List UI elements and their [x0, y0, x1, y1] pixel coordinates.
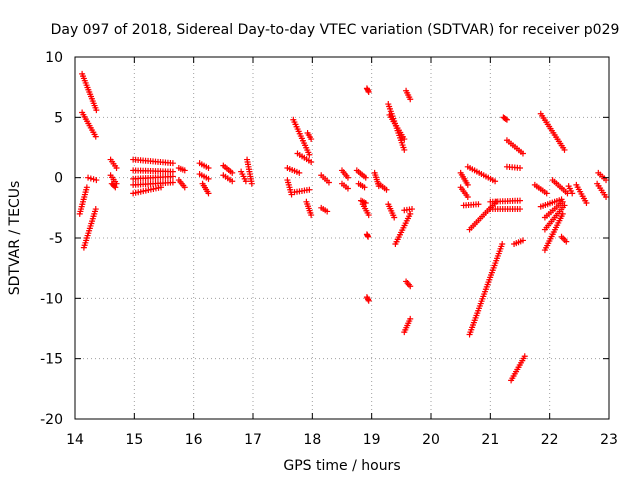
x-tick-label: 15	[125, 432, 143, 448]
data-point	[169, 160, 176, 167]
data-point	[521, 353, 528, 360]
data-point	[344, 185, 351, 192]
data-point	[112, 184, 119, 191]
data-point	[391, 214, 398, 221]
data-point	[296, 169, 303, 176]
data-point	[205, 165, 212, 172]
data-point	[492, 178, 499, 185]
data-point	[401, 136, 408, 143]
data-point	[407, 283, 414, 290]
data-point	[559, 210, 566, 217]
data-point	[365, 297, 372, 304]
data-point	[563, 238, 570, 245]
x-tick-label: 20	[422, 432, 440, 448]
data-point	[464, 193, 471, 200]
data-point	[229, 178, 236, 185]
data-point	[308, 158, 315, 165]
y-tick-label: 10	[45, 50, 63, 66]
data-point	[158, 184, 165, 191]
data-point	[464, 181, 471, 188]
data-point	[561, 146, 568, 153]
data-point	[517, 197, 523, 204]
data-point	[93, 177, 100, 184]
y-tick-label: 0	[54, 171, 63, 187]
data-point	[517, 165, 523, 172]
data-point	[519, 237, 526, 244]
data-point	[365, 212, 372, 219]
data-point	[503, 116, 510, 123]
data-points	[76, 70, 610, 384]
data-point	[519, 150, 526, 157]
data-point	[407, 210, 414, 217]
data-point	[559, 198, 566, 205]
data-point	[569, 190, 576, 197]
data-point	[475, 201, 482, 208]
x-tick-label: 16	[185, 432, 203, 448]
y-tick-label: -20	[40, 412, 63, 428]
data-point	[362, 174, 369, 181]
x-tick-label: 14	[66, 432, 84, 448]
y-tick-label: -15	[40, 352, 63, 368]
data-point	[502, 115, 509, 122]
data-point	[344, 174, 351, 181]
x-tick-label: 23	[600, 432, 618, 448]
axes: 14 15 16 17 18 19 20 21 22 23 10 5 0 -5 -10 -15 -20	[40, 50, 618, 448]
x-tick-label: 19	[363, 432, 381, 448]
data-point	[409, 206, 416, 213]
data-point	[92, 206, 99, 213]
x-tick-label: 22	[541, 432, 559, 448]
chart-title: Day 097 of 2018, Sidereal Day-to-day VTE…	[51, 22, 620, 38]
data-point	[324, 208, 331, 215]
y-tick-label: 5	[54, 110, 63, 126]
data-point	[603, 193, 610, 200]
data-point	[113, 165, 120, 172]
x-tick-label: 17	[244, 432, 262, 448]
y-axis-label: SDTVAR / TECUs	[7, 181, 23, 296]
data-point	[111, 183, 118, 190]
y-tick-label: -10	[40, 291, 63, 307]
data-point	[583, 200, 590, 207]
data-point	[242, 178, 249, 185]
data-point	[85, 174, 92, 181]
data-point	[325, 179, 332, 186]
data-point	[205, 175, 212, 182]
data-point	[407, 315, 414, 322]
data-point	[365, 88, 372, 95]
x-axis-label: GPS time / hours	[283, 458, 400, 474]
data-point	[169, 179, 176, 186]
data-point	[83, 184, 90, 191]
data-point	[362, 200, 369, 207]
data-point	[365, 233, 372, 240]
data-point	[169, 173, 176, 180]
data-point	[229, 169, 236, 176]
data-point	[248, 180, 255, 187]
data-point	[401, 146, 408, 153]
x-tick-label: 21	[481, 432, 499, 448]
data-point	[517, 206, 523, 213]
data-point	[561, 202, 568, 209]
data-point	[308, 212, 315, 219]
data-point	[383, 186, 390, 193]
data-point	[407, 96, 414, 103]
data-point	[205, 190, 212, 197]
data-point	[499, 241, 506, 248]
data-point	[93, 107, 100, 114]
y-tick-label: -5	[49, 231, 63, 247]
data-point	[306, 151, 313, 158]
data-point	[543, 190, 550, 197]
data-point	[306, 186, 313, 193]
data-point	[181, 184, 188, 191]
data-point	[92, 133, 99, 140]
data-point	[361, 184, 368, 191]
data-point	[90, 176, 97, 183]
x-tick-label: 18	[303, 432, 321, 448]
grid	[75, 57, 609, 419]
data-point	[87, 175, 94, 182]
data-point	[308, 136, 315, 143]
data-point	[181, 167, 188, 174]
